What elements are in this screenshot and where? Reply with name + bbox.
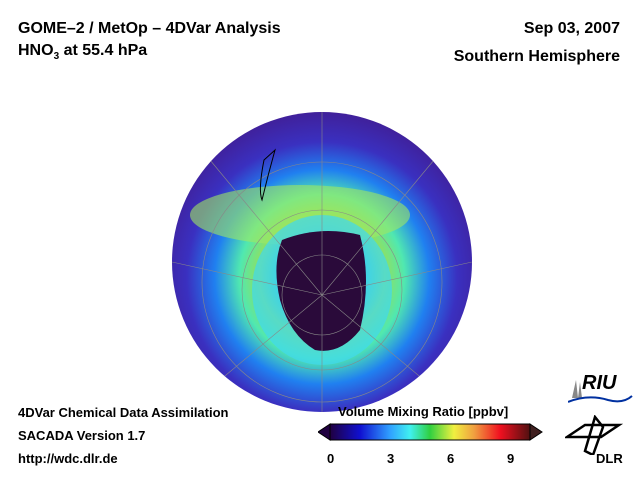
species-main: HNO [18, 42, 54, 59]
footer-line3: http://wdc.dlr.de [18, 451, 118, 466]
dlr-logo-text: DLR [596, 451, 623, 466]
colorbar-max-arrow [529, 423, 543, 441]
species-level: at 55.4 hPa [59, 42, 148, 59]
colorbar-title: Volume Mixing Ratio [ppbv] [338, 404, 509, 419]
polar-vortex [276, 231, 366, 351]
colorbar-gradient [329, 423, 531, 441]
species-label: HNO3 at 55.4 hPa [18, 42, 147, 62]
coastline [259, 148, 276, 202]
species-sub: 3 [53, 51, 60, 63]
region: Southern Hemisphere [453, 48, 620, 65]
date: Sep 03, 2007 [523, 20, 620, 37]
tick-3: 3 [387, 451, 395, 466]
footer-line2: SACADA Version 1.7 [18, 428, 146, 443]
colorbar-min-arrow [318, 423, 331, 441]
footer-line1: 4DVar Chemical Data Assimilation [18, 405, 229, 420]
title: GOME–2 / MetOp – 4DVar Analysis [18, 20, 281, 37]
dlr-logo-icon [565, 415, 624, 455]
riu-logo-text: RIU [582, 372, 617, 394]
tick-6: 6 [447, 451, 455, 466]
tick-9: 9 [507, 451, 515, 466]
graticule [172, 112, 472, 412]
tick-0: 0 [327, 451, 335, 466]
colorbar [318, 423, 543, 441]
